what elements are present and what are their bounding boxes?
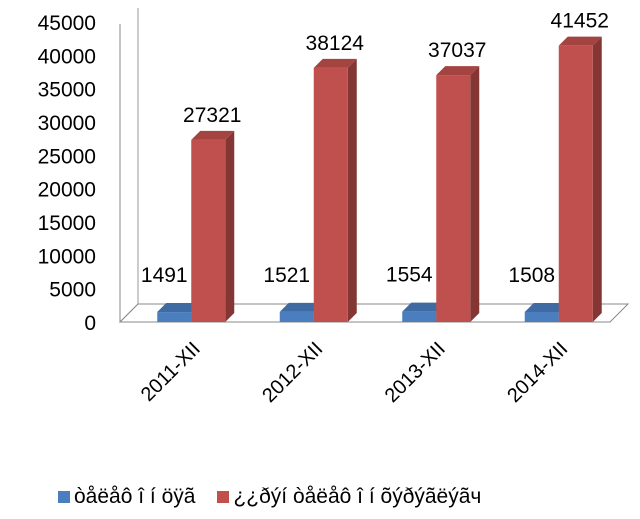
legend-label-series-1: òåëåô î í öÿã	[74, 485, 196, 508]
bar	[191, 130, 235, 322]
x-tick-label: 2014-XII	[503, 338, 572, 407]
y-tick-label: 30000	[38, 112, 96, 135]
y-tick-label: 10000	[38, 245, 96, 268]
legend-item-series-2: ¿¿ðýí òåëåô î í õýðýãëýãч	[217, 485, 481, 509]
data-label: 1521	[263, 264, 310, 287]
bar-front	[402, 311, 437, 322]
chart-area: 0 5000 10000 15000 20000 25000 30000 35000 40000…	[38, 8, 630, 407]
bars	[157, 36, 602, 323]
bar-top	[279, 302, 323, 312]
y-tick-label: 0	[84, 312, 96, 335]
legend-label-series-2: ¿¿ðýí òåëåô î í õýðýãëýãч	[233, 485, 482, 508]
x-tick-label: 2012-XII	[258, 338, 327, 407]
legend: òåëåô î í öÿã ¿¿ðýí òåëåô î í õýðýãëýãч	[58, 484, 481, 510]
y-tick-label: 40000	[38, 45, 96, 68]
data-label: 38124	[306, 32, 365, 55]
bar	[436, 66, 480, 322]
data-label: 27321	[183, 104, 241, 127]
bar-top	[558, 36, 602, 46]
y-tick-label: 20000	[38, 179, 96, 202]
y-tick-label: 35000	[38, 79, 96, 102]
data-label: 41452	[551, 10, 609, 33]
bar-side	[347, 58, 357, 323]
bar-front	[558, 45, 593, 323]
x-tick-label: 2011-XII	[137, 338, 205, 406]
bar-top	[436, 66, 480, 76]
bar-front	[436, 75, 471, 322]
y-tick-label: 45000	[38, 12, 96, 35]
bar	[558, 36, 602, 323]
bar-front	[313, 67, 348, 322]
bar-front	[524, 311, 559, 322]
y-tick-label: 15000	[38, 212, 96, 235]
bar-front	[279, 311, 314, 322]
bar-top	[157, 303, 201, 313]
bar-side	[225, 130, 235, 322]
data-label: 1554	[386, 264, 433, 287]
data-labels: 1491 27321 1521 38124 1554 37037 1508 41452	[141, 10, 609, 287]
bar-side	[592, 36, 602, 323]
y-tick-label: 5000	[49, 279, 96, 302]
bar-top	[402, 302, 446, 312]
chart-walls	[118, 8, 630, 323]
back-wall-edge	[119, 8, 139, 323]
bar-front	[191, 139, 226, 322]
y-tick-label: 25000	[38, 145, 96, 168]
data-label: 1491	[141, 264, 188, 287]
legend-swatch-series-2	[217, 491, 230, 503]
bar-top	[191, 130, 235, 140]
bar-side	[470, 66, 480, 322]
bar	[313, 58, 357, 323]
legend-item-series-1: òåëåô î í öÿã	[58, 485, 195, 509]
bar-top	[524, 302, 568, 312]
legend-swatch-series-1	[58, 491, 70, 503]
y-axis-ticks: 0 5000 10000 15000 20000 25000 30000 35000 40000…	[38, 12, 96, 335]
bar-top	[313, 58, 357, 68]
bar-front	[157, 312, 192, 322]
data-label: 1508	[508, 264, 555, 287]
data-label: 37037	[428, 39, 486, 62]
x-axis-labels: 2011-XII 2012-XII 2013-XII 2014-XII	[137, 338, 572, 407]
x-tick-label: 2013-XII	[381, 338, 450, 407]
